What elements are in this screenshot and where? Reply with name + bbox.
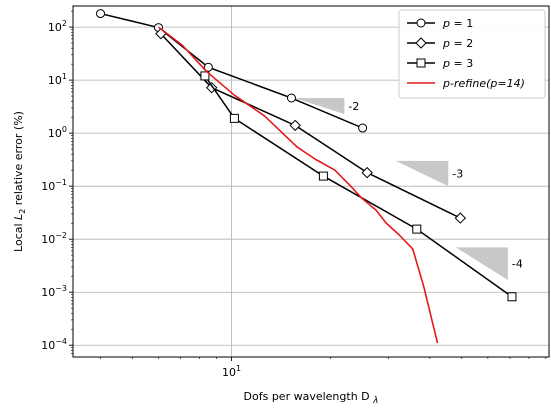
- y-axis-label: Local L2 relative error (%): [12, 111, 27, 252]
- series-layer: [96, 9, 517, 344]
- data-point-square: [200, 71, 210, 81]
- data-point-square: [412, 224, 422, 234]
- grid-layer: [73, 6, 549, 357]
- legend-label: p = 2: [442, 37, 473, 50]
- data-point-square: [416, 58, 426, 68]
- slope-triangles: -2 -3 -4: [294, 98, 523, 280]
- legend-label: p = 1: [442, 17, 473, 30]
- series-line-4: [158, 26, 439, 344]
- data-point-circle: [416, 18, 426, 28]
- tick-layer: 10−4 10−3 10−2 10−1 100 101 102 101: [41, 10, 547, 379]
- data-point-square: [229, 113, 239, 123]
- legend-box: [398, 9, 546, 99]
- data-point-square: [318, 171, 328, 181]
- slope-triangle: [455, 247, 508, 280]
- data-point-circle: [286, 93, 296, 103]
- y-tick-label: 10−1: [41, 178, 67, 193]
- slope-triangle: [294, 98, 345, 114]
- data-point-diamond: [289, 119, 301, 132]
- data-point-diamond: [361, 166, 373, 179]
- x-tick-label: 101: [222, 364, 241, 379]
- y-tick-label: 10−3: [41, 284, 67, 299]
- legend-label: p = 3: [442, 57, 473, 70]
- y-tick-label: 100: [48, 125, 67, 140]
- y-tick-label: 101: [48, 72, 67, 87]
- data-point-diamond: [415, 37, 427, 49]
- data-point-square: [507, 292, 517, 302]
- slope-label: -4: [512, 258, 523, 271]
- data-point-circle: [358, 123, 368, 133]
- axis-labels: Dofs per wavelength D λ Local L2 relative…: [12, 111, 378, 406]
- data-point-circle: [96, 9, 106, 19]
- legend: p = 1 p = 2 p = 3 p-refine(p=14): [398, 9, 546, 99]
- data-point-circle: [203, 62, 213, 72]
- plot-frame: [72, 5, 550, 358]
- slope-label: -2: [348, 100, 359, 113]
- y-tick-label: 10−2: [41, 231, 67, 246]
- y-tick-label: 10−4: [41, 337, 67, 352]
- slope-triangle: [395, 160, 449, 187]
- slope-label: -3: [452, 168, 463, 181]
- data-point-diamond: [454, 212, 467, 224]
- legend-label: p-refine(p=14): [442, 77, 525, 90]
- x-axis-label: Dofs per wavelength D λ: [244, 390, 379, 406]
- y-tick-label: 102: [48, 19, 67, 34]
